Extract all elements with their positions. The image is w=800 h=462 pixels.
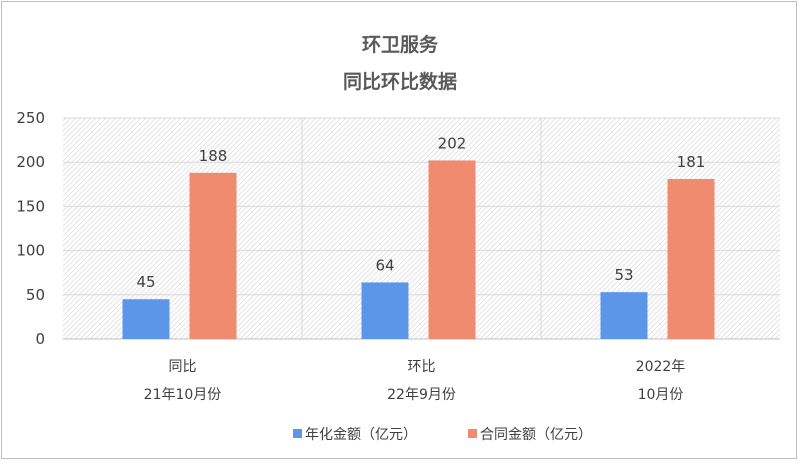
category-label-line2: 10月份 bbox=[638, 387, 684, 403]
category-label-line2: 21年10月份 bbox=[144, 387, 222, 403]
data-label: 45 bbox=[136, 273, 155, 291]
legend-swatch bbox=[468, 429, 477, 438]
category-label-line1: 2022年 bbox=[636, 359, 686, 375]
y-tick-label: 100 bbox=[16, 242, 45, 260]
y-tick-label: 0 bbox=[35, 330, 45, 348]
bar-contract bbox=[428, 160, 476, 339]
category-label-line2: 22年9月份 bbox=[387, 387, 456, 403]
bar-annualized bbox=[600, 292, 648, 339]
data-label: 202 bbox=[438, 134, 467, 152]
legend-swatch bbox=[293, 429, 302, 438]
chart-title: 环卫服务 bbox=[362, 33, 439, 56]
gridlines bbox=[63, 117, 780, 340]
data-label: 64 bbox=[375, 256, 394, 274]
bars: 45 188 64 202 53 181 bbox=[122, 134, 715, 339]
data-label: 53 bbox=[614, 266, 633, 284]
data-label: 181 bbox=[677, 153, 706, 171]
category-label-line1: 环比 bbox=[408, 359, 436, 375]
y-axis-ticks: 0 50 100 150 200 250 bbox=[16, 109, 45, 348]
category-label-line1: 同比 bbox=[169, 359, 197, 375]
bar-contract bbox=[667, 178, 715, 339]
chart-subtitle: 同比环比数据 bbox=[343, 70, 457, 93]
y-tick-label: 50 bbox=[26, 286, 45, 304]
bar-contract bbox=[189, 172, 237, 339]
y-tick-label: 250 bbox=[16, 109, 45, 127]
data-label: 188 bbox=[199, 147, 228, 165]
legend: 年化金额（亿元） 合同金额（亿元） bbox=[293, 427, 592, 443]
legend-label: 合同金额（亿元） bbox=[480, 427, 592, 443]
bar-annualized bbox=[122, 299, 170, 339]
bar-annualized bbox=[361, 282, 409, 339]
y-tick-label: 200 bbox=[16, 153, 45, 171]
y-tick-label: 150 bbox=[16, 197, 45, 215]
legend-label: 年化金额（亿元） bbox=[305, 427, 417, 443]
x-axis-categories: 同比 21年10月份 环比 22年9月份 2022年 10月份 bbox=[144, 359, 686, 403]
plot-area bbox=[63, 118, 780, 339]
